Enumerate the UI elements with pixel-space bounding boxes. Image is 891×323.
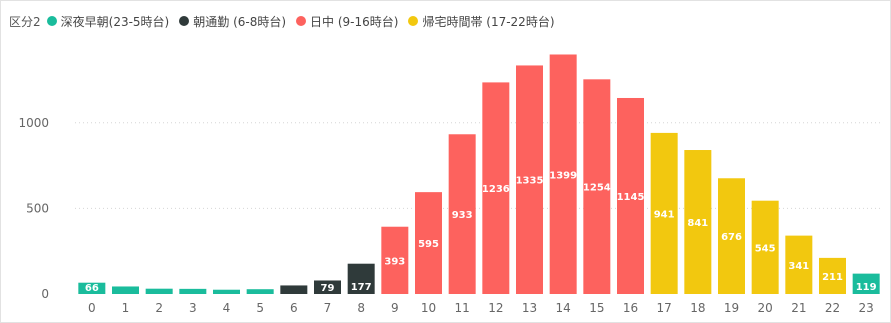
x-tick-label-18: 18: [690, 301, 705, 315]
bar-hour-20[interactable]: [751, 200, 779, 294]
data-label-hour-15: 1254: [583, 183, 611, 194]
bar-hour-19[interactable]: [718, 178, 745, 294]
x-tick-label-13: 13: [522, 301, 537, 315]
legend-label-morning-commute: 朝通勤 (6-8時台): [193, 14, 287, 29]
legend-swatch-daytime: [296, 16, 307, 26]
bar-hour-4[interactable]: [213, 289, 240, 294]
x-tick-label-12: 12: [488, 301, 503, 315]
x-tick-label-17: 17: [657, 301, 672, 315]
bar-hour-22[interactable]: [819, 257, 846, 294]
bar-hour-6[interactable]: [280, 285, 308, 294]
data-label-hour-18: 841: [687, 218, 708, 229]
bar-hour-14[interactable]: [549, 54, 577, 294]
legend-item-late-night[interactable]: 深夜早朝(23-5時台): [46, 13, 170, 30]
data-label-hour-23: 119: [856, 282, 877, 293]
bar-hour-5[interactable]: [246, 289, 274, 294]
y-tick-label: 1000: [18, 116, 49, 130]
legend-item-morning-commute[interactable]: 朝通勤 (6-8時台): [179, 13, 286, 30]
bar-hour-10[interactable]: [415, 192, 442, 294]
x-tick-label-16: 16: [623, 301, 638, 315]
x-tick-label-5: 5: [256, 301, 264, 315]
legend-label-evening-commute: 帰宅時間帯 (17-22時台): [422, 14, 555, 29]
x-tick-label-2: 2: [155, 301, 163, 315]
x-tick-label-9: 9: [391, 301, 399, 315]
bar-hour-18[interactable]: [684, 150, 712, 294]
x-tick-label-1: 1: [122, 301, 130, 315]
data-label-hour-9: 393: [384, 256, 405, 267]
x-tick-label-14: 14: [556, 301, 571, 315]
data-label-hour-20: 545: [755, 243, 776, 254]
x-tick-label-3: 3: [189, 301, 197, 315]
bar-hour-7[interactable]: [314, 280, 341, 294]
x-tick-label-6: 6: [290, 301, 298, 315]
data-labels: 66 79 177 393 595 933 1236 1335 1399 1254 1145 941 8…: [85, 170, 877, 294]
legend-swatch-evening-commute: [408, 16, 419, 26]
data-label-hour-10: 595: [418, 239, 439, 250]
x-tick-label-22: 22: [825, 301, 840, 315]
data-label-hour-14: 1399: [549, 170, 577, 181]
legend-title: 区分2: [9, 14, 41, 29]
legend-swatch-morning-commute: [179, 16, 190, 26]
bar-hour-11[interactable]: [448, 134, 476, 294]
legend-label-daytime: 日中 (9-16時台): [310, 14, 399, 29]
data-label-hour-22: 211: [822, 272, 843, 283]
y-tick-label: 0: [41, 287, 49, 301]
x-tick-label-19: 19: [724, 301, 739, 315]
y-axis: 0 500 1000: [18, 116, 49, 301]
bar-hour-21[interactable]: [785, 235, 813, 294]
x-tick-label-20: 20: [758, 301, 773, 315]
legend-label-late-night: 深夜早朝(23-5時台): [60, 14, 170, 29]
data-label-hour-0: 66: [85, 283, 99, 294]
gridlines: [75, 122, 883, 209]
x-tick-label-7: 7: [324, 301, 332, 315]
bar-hour-9[interactable]: [381, 226, 409, 294]
data-label-hour-13: 1335: [516, 176, 544, 187]
x-tick-label-21: 21: [791, 301, 806, 315]
bar-hour-23[interactable]: [852, 273, 880, 294]
legend: 区分2 深夜早朝(23-5時台) 朝通勤 (6-8時台) 日中 (9-16時台)…: [9, 11, 565, 31]
x-tick-label-10: 10: [421, 301, 436, 315]
data-label-hour-8: 177: [351, 282, 372, 293]
bar-hour-3[interactable]: [179, 288, 207, 294]
data-label-hour-21: 341: [788, 261, 809, 272]
bar-hour-17[interactable]: [650, 132, 678, 294]
x-tick-label-15: 15: [589, 301, 604, 315]
legend-swatch-late-night: [46, 16, 57, 26]
bar-hour-15[interactable]: [583, 79, 611, 294]
x-axis: 0 1 2 3 4 5 6 7 8 9 10 11 12 13 14 15 16 17 18 19 20 21 22 23: [88, 301, 874, 315]
bar-hour-2[interactable]: [145, 288, 173, 294]
bars: [78, 54, 880, 295]
data-label-hour-19: 676: [721, 232, 742, 243]
x-tick-label-8: 8: [357, 301, 365, 315]
bar-hour-1[interactable]: [112, 286, 139, 294]
bar-hour-12[interactable]: [482, 82, 510, 295]
x-tick-label-11: 11: [455, 301, 470, 315]
bar-hour-8[interactable]: [347, 263, 375, 294]
data-label-hour-7: 79: [321, 283, 335, 294]
x-tick-label-0: 0: [88, 301, 96, 315]
data-label-hour-11: 933: [452, 210, 473, 221]
y-tick-label: 500: [26, 201, 49, 215]
bar-hour-0[interactable]: [78, 282, 106, 294]
bar-hour-13[interactable]: [516, 65, 543, 294]
x-tick-label-4: 4: [223, 301, 231, 315]
legend-item-evening-commute[interactable]: 帰宅時間帯 (17-22時台): [408, 13, 555, 30]
data-label-hour-16: 1145: [617, 192, 645, 203]
bar-hour-16[interactable]: [617, 97, 644, 294]
legend-item-daytime[interactable]: 日中 (9-16時台): [296, 13, 398, 30]
data-label-hour-17: 941: [654, 209, 675, 220]
data-label-hour-12: 1236: [482, 184, 510, 195]
x-tick-label-23: 23: [859, 301, 874, 315]
